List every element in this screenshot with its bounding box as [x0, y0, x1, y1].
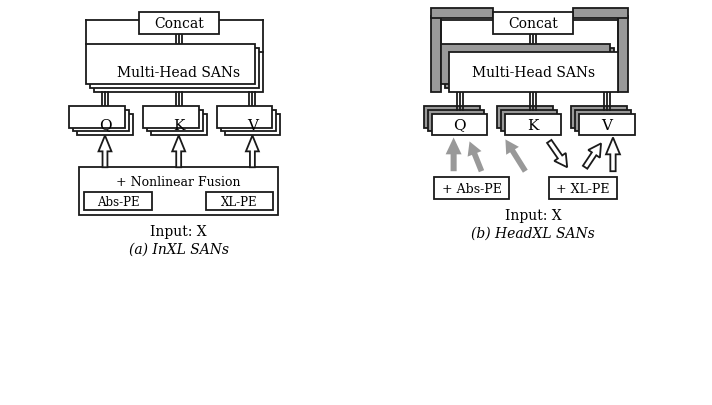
Bar: [493, 13, 573, 35]
Bar: [139, 13, 219, 35]
Polygon shape: [172, 136, 185, 168]
Text: XL-PE: XL-PE: [221, 195, 258, 208]
Text: Multi-Head SANs: Multi-Head SANs: [117, 66, 240, 80]
Text: + Abs-PE: + Abs-PE: [441, 182, 501, 195]
Text: Abs-PE: Abs-PE: [97, 195, 140, 208]
Text: V: V: [247, 118, 258, 132]
Bar: [498, 107, 553, 128]
Bar: [431, 17, 441, 92]
Polygon shape: [246, 136, 259, 168]
Bar: [79, 168, 278, 215]
Bar: [571, 107, 627, 128]
Bar: [579, 114, 635, 136]
Bar: [84, 193, 152, 211]
Text: K: K: [528, 118, 539, 132]
Text: K: K: [173, 118, 184, 132]
Bar: [501, 111, 557, 132]
Text: Multi-Head SANs: Multi-Head SANs: [472, 66, 595, 80]
Text: + XL-PE: + XL-PE: [556, 182, 610, 195]
Bar: [428, 111, 483, 132]
Bar: [77, 114, 133, 136]
Text: (b) HeadXL SANs: (b) HeadXL SANs: [471, 226, 595, 240]
Bar: [434, 178, 509, 200]
Text: + Nonlinear Fusion: + Nonlinear Fusion: [117, 175, 241, 188]
Bar: [73, 111, 129, 132]
Text: (a) InXL SANs: (a) InXL SANs: [129, 242, 229, 256]
Bar: [224, 114, 281, 136]
Polygon shape: [606, 138, 620, 172]
Bar: [221, 111, 276, 132]
Bar: [575, 111, 631, 132]
Polygon shape: [446, 138, 461, 172]
Bar: [431, 114, 488, 136]
Bar: [143, 107, 199, 128]
Bar: [506, 114, 561, 136]
Bar: [90, 49, 259, 89]
Bar: [573, 9, 628, 19]
Bar: [618, 17, 628, 92]
Polygon shape: [468, 142, 484, 173]
Text: Concat: Concat: [508, 17, 558, 31]
Text: V: V: [602, 118, 612, 132]
Text: Q: Q: [454, 118, 466, 132]
Bar: [431, 9, 493, 19]
Text: Input: X: Input: X: [505, 209, 562, 222]
Bar: [94, 53, 263, 92]
Bar: [151, 114, 206, 136]
Bar: [69, 107, 125, 128]
Bar: [449, 53, 618, 92]
Polygon shape: [547, 141, 567, 168]
Polygon shape: [583, 144, 601, 169]
Bar: [549, 178, 617, 200]
Polygon shape: [506, 140, 528, 173]
Polygon shape: [98, 136, 112, 168]
Bar: [441, 45, 610, 85]
Bar: [147, 111, 203, 132]
Bar: [86, 45, 256, 85]
Bar: [206, 193, 273, 211]
Bar: [216, 107, 272, 128]
Bar: [445, 49, 614, 89]
Bar: [424, 107, 479, 128]
Text: Input: X: Input: X: [150, 224, 207, 238]
Text: Q: Q: [99, 118, 111, 132]
Text: Concat: Concat: [154, 17, 204, 31]
